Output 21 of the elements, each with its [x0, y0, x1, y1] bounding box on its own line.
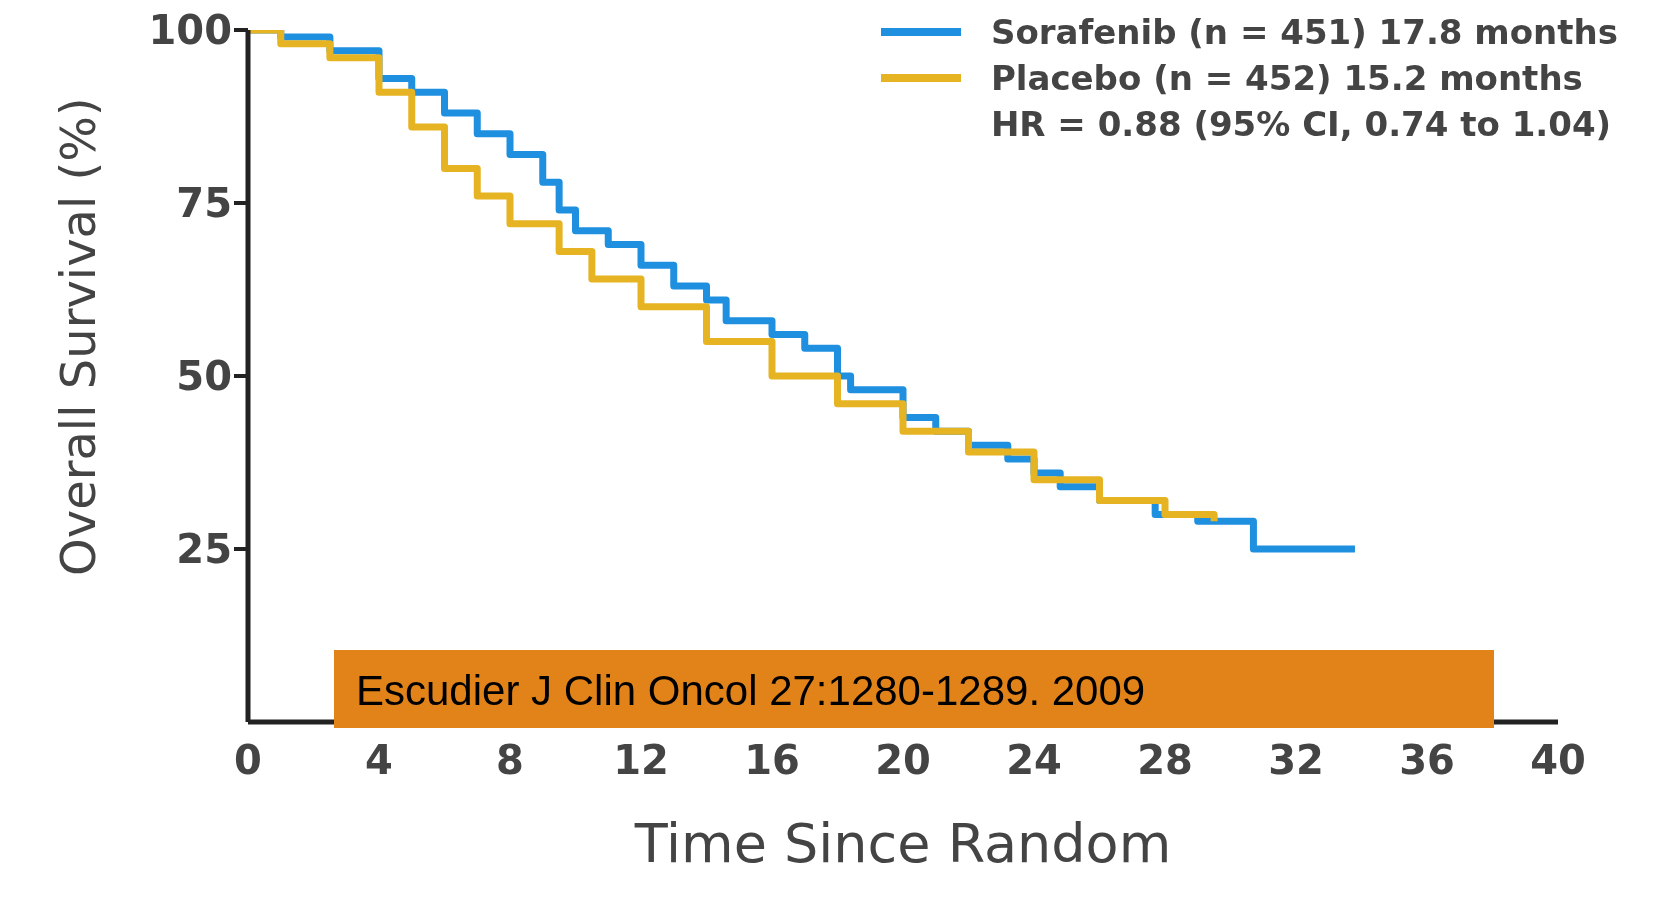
x-tick-label: 36: [1399, 737, 1455, 784]
annotation: HR = 0.88 (95% CI, 0.74 to 1.04): [990, 104, 1613, 144]
x-tick-label: 32: [1268, 737, 1324, 784]
y-tick-label: 50: [176, 353, 232, 400]
y-axis-title: Overall Survival (%): [50, 97, 107, 576]
legend-label: Placebo (n = 452) 15.2 months: [990, 58, 1583, 98]
y-tick-label: 100: [148, 7, 232, 54]
x-tick-label: 12: [613, 737, 669, 784]
x-axis-title: Time Since Random: [633, 812, 1172, 875]
x-tick-label: 0: [234, 737, 262, 784]
x-tick-label: 24: [1006, 737, 1062, 784]
x-tick-label: 16: [744, 737, 800, 784]
x-tick-label: 4: [365, 737, 393, 784]
annotation: Escudier J Clin Oncol 27:1280-1289. 2009: [356, 667, 1146, 714]
x-tick-label: 28: [1137, 737, 1193, 784]
y-tick-label: 25: [176, 526, 232, 573]
y-tick-label: 75: [176, 180, 232, 227]
x-tick-label: 8: [496, 737, 524, 784]
x-tick-label: 40: [1530, 737, 1586, 784]
legend-label: Sorafenib (n = 451) 17.8 months: [990, 12, 1618, 52]
x-tick-label: 20: [875, 737, 931, 784]
